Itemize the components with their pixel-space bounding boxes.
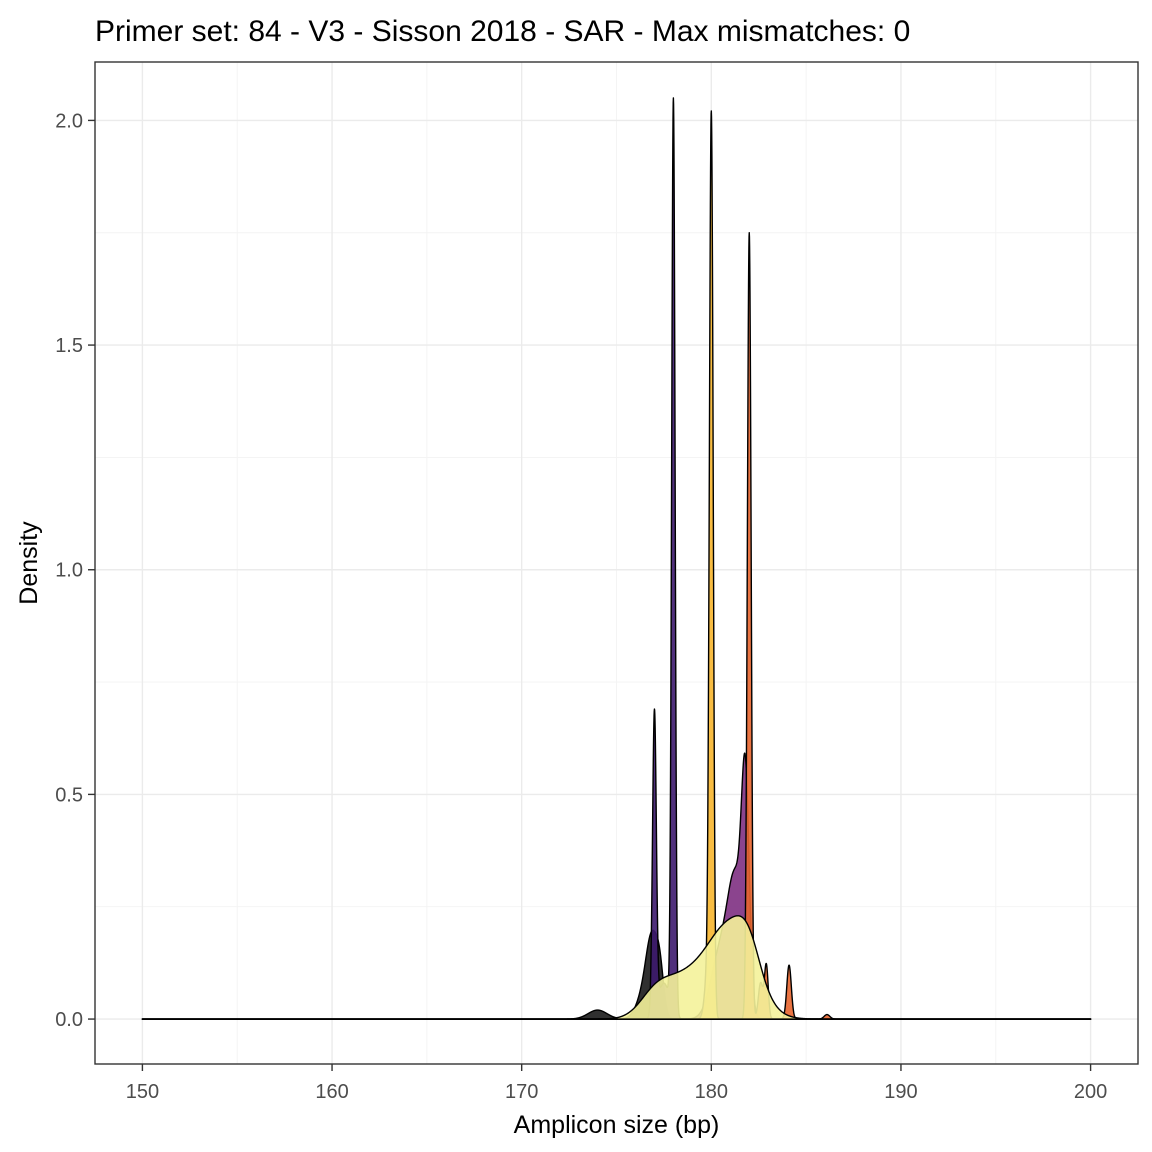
y-tick-label: 0.0: [55, 1009, 83, 1031]
x-tick-label: 160: [315, 1081, 348, 1103]
density-series: [141, 97, 1092, 1020]
panel-border: [94, 61, 1139, 1065]
y-tick-label: 1.5: [55, 335, 83, 357]
x-tick-label: 190: [884, 1081, 917, 1103]
y-tick-label: 1.0: [55, 560, 83, 582]
y-axis-title: Density: [15, 521, 43, 605]
grid: [95, 62, 1138, 1064]
y-tick-label: 2.0: [55, 110, 83, 132]
density-area-6: [141, 915, 1092, 1020]
x-tick-label: 200: [1074, 1081, 1107, 1103]
x-tick-label: 180: [695, 1081, 728, 1103]
x-tick-label: 170: [505, 1081, 538, 1103]
x-tick-label: 150: [126, 1081, 159, 1103]
chart-title: Primer set: 84 - V3 - Sisson 2018 - SAR …: [95, 15, 910, 48]
y-tick-label: 0.5: [55, 784, 83, 806]
x-axis-title: Amplicon size (bp): [514, 1111, 720, 1139]
axes: 150 160 170 180 190 200 0.0 0.5 1.0 1.5 2.0: [55, 110, 1107, 1103]
